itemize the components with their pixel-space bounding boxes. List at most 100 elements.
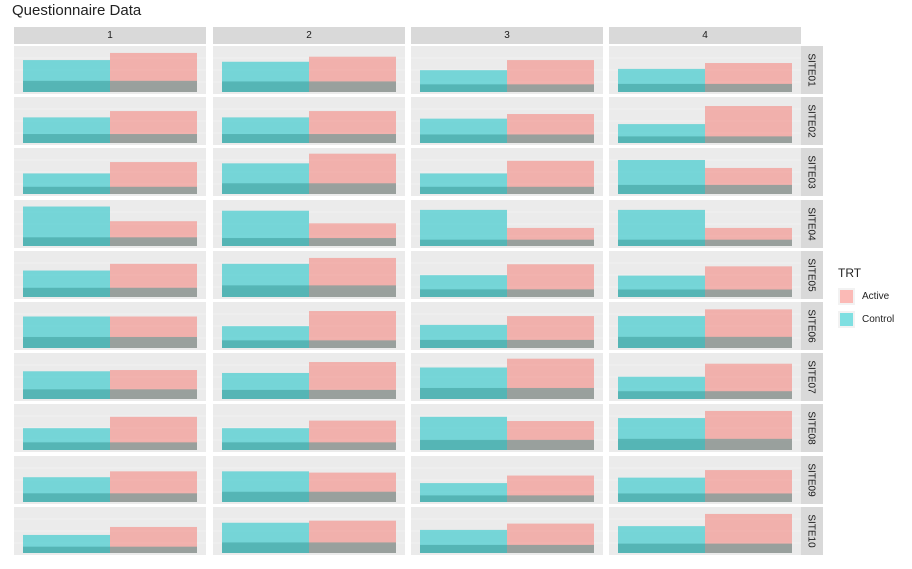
bar-overlap-site05-1 <box>23 287 197 297</box>
bar-active-site07-1 <box>110 370 197 400</box>
bar-active-site10-1 <box>110 526 197 553</box>
bar-active-site03-4 <box>705 168 792 195</box>
bar-active-site05-4 <box>705 266 792 297</box>
bar-control-site06-4 <box>618 316 705 348</box>
panel-site03-2 <box>213 148 405 197</box>
bar-overlap-site08-1 <box>23 442 197 451</box>
panel-site07-2 <box>213 353 405 402</box>
column-strip-3: 3 <box>411 27 603 44</box>
bar-overlap-site04-1 <box>23 236 197 246</box>
bar-control-site05-4 <box>618 275 705 297</box>
bar-control-site05-2 <box>222 263 309 297</box>
bar-control-site02-4 <box>618 124 705 144</box>
bar-active-site09-2 <box>309 472 396 502</box>
bar-control-site09-3 <box>420 482 507 502</box>
row-strip-site07: SITE07 <box>799 353 823 402</box>
bar-overlap-site04-4 <box>618 239 792 246</box>
panel-site02-1 <box>14 97 206 146</box>
legend-label-control: Control <box>862 314 895 325</box>
bar-active-site10-4 <box>705 513 792 553</box>
bar-overlap-site03-4 <box>618 185 792 195</box>
bar-active-site04-1 <box>110 220 197 246</box>
bar-control-site02-2 <box>222 117 309 144</box>
bar-control-site04-1 <box>23 206 110 246</box>
bar-overlap-site02-4 <box>618 136 792 144</box>
bar-control-site10-1 <box>23 534 110 553</box>
bar-overlap-site10-2 <box>222 542 396 553</box>
panel-site08-2 <box>213 404 405 453</box>
bar-overlap-site10-3 <box>420 544 594 553</box>
bar-overlap-site04-3 <box>420 239 594 246</box>
bar-overlap-site01-2 <box>222 81 396 92</box>
panel-site06-3 <box>411 302 603 350</box>
bar-active-site01-4 <box>705 63 792 92</box>
bar-control-site08-3 <box>420 417 507 451</box>
column-strip-1: 1 <box>14 27 206 44</box>
bar-active-site03-1 <box>110 162 197 195</box>
bar-control-site09-1 <box>23 476 110 502</box>
panel-site03-3 <box>411 148 603 197</box>
bar-control-site09-4 <box>618 477 705 502</box>
bar-active-site07-4 <box>705 363 792 400</box>
panel-site04-4 <box>609 199 801 248</box>
row-strip-site05: SITE05 <box>799 250 823 299</box>
bar-overlap-site01-3 <box>420 84 594 92</box>
bar-control-site08-2 <box>222 428 309 451</box>
bar-control-site10-2 <box>222 522 309 553</box>
panel-site07-3 <box>411 353 603 402</box>
bar-active-site03-2 <box>309 154 396 195</box>
bar-overlap-site05-3 <box>420 289 594 297</box>
panel-site01-1 <box>14 46 206 94</box>
panel-site04-1 <box>14 199 206 248</box>
bar-overlap-site08-2 <box>222 442 396 451</box>
bar-overlap-site05-2 <box>222 285 396 297</box>
bar-overlap-site03-3 <box>420 187 594 195</box>
panel-site09-1 <box>14 455 206 504</box>
bar-overlap-site01-4 <box>618 83 792 92</box>
panel-site02-3 <box>411 97 603 146</box>
bar-control-site08-4 <box>618 418 705 451</box>
bar-overlap-site01-1 <box>23 80 197 92</box>
panel-site03-1 <box>14 148 206 197</box>
bar-overlap-site06-4 <box>618 336 792 348</box>
panel-site01-4 <box>609 46 801 94</box>
bar-control-site07-4 <box>618 376 705 400</box>
panel-site05-3 <box>411 250 603 299</box>
bar-active-site06-3 <box>507 316 594 348</box>
legend-key-active <box>838 288 855 305</box>
bar-overlap-site03-2 <box>222 183 396 195</box>
bar-control-site05-1 <box>23 270 110 297</box>
bar-active-site06-4 <box>705 309 792 348</box>
bar-overlap-site03-1 <box>23 187 197 195</box>
bar-control-site04-3 <box>420 209 507 246</box>
bar-active-site10-2 <box>309 520 396 553</box>
bar-overlap-site08-3 <box>420 440 594 451</box>
panel-site08-1 <box>14 404 206 453</box>
bar-control-site07-3 <box>420 367 507 400</box>
panel-site01-3 <box>411 46 603 94</box>
bar-overlap-site10-4 <box>618 543 792 553</box>
bar-active-site08-1 <box>110 417 197 451</box>
bar-control-site03-2 <box>222 163 309 195</box>
bar-control-site01-1 <box>23 60 110 92</box>
bar-active-site06-1 <box>110 316 197 348</box>
row-strip-site02: SITE02 <box>799 97 823 146</box>
panel-site09-4 <box>609 455 801 504</box>
bar-active-site05-2 <box>309 257 396 297</box>
legend: TRT Active Control <box>838 266 894 331</box>
legend-title: TRT <box>838 266 862 280</box>
row-strip-site06: SITE06 <box>799 302 823 350</box>
bar-control-site08-1 <box>23 428 110 451</box>
row-strip-site09: SITE09 <box>799 455 823 504</box>
panel-site10-2 <box>213 506 405 555</box>
bar-control-site07-1 <box>23 371 110 400</box>
bar-control-site06-1 <box>23 316 110 348</box>
panel-site07-1 <box>14 353 206 402</box>
panel-site08-3 <box>411 404 603 453</box>
bar-overlap-site08-4 <box>618 439 792 451</box>
panel-site06-4 <box>609 302 801 350</box>
bar-overlap-site07-4 <box>618 391 792 400</box>
bar-overlap-site02-1 <box>23 134 197 144</box>
panel-site10-3 <box>411 506 603 555</box>
bar-active-site03-3 <box>507 161 594 195</box>
